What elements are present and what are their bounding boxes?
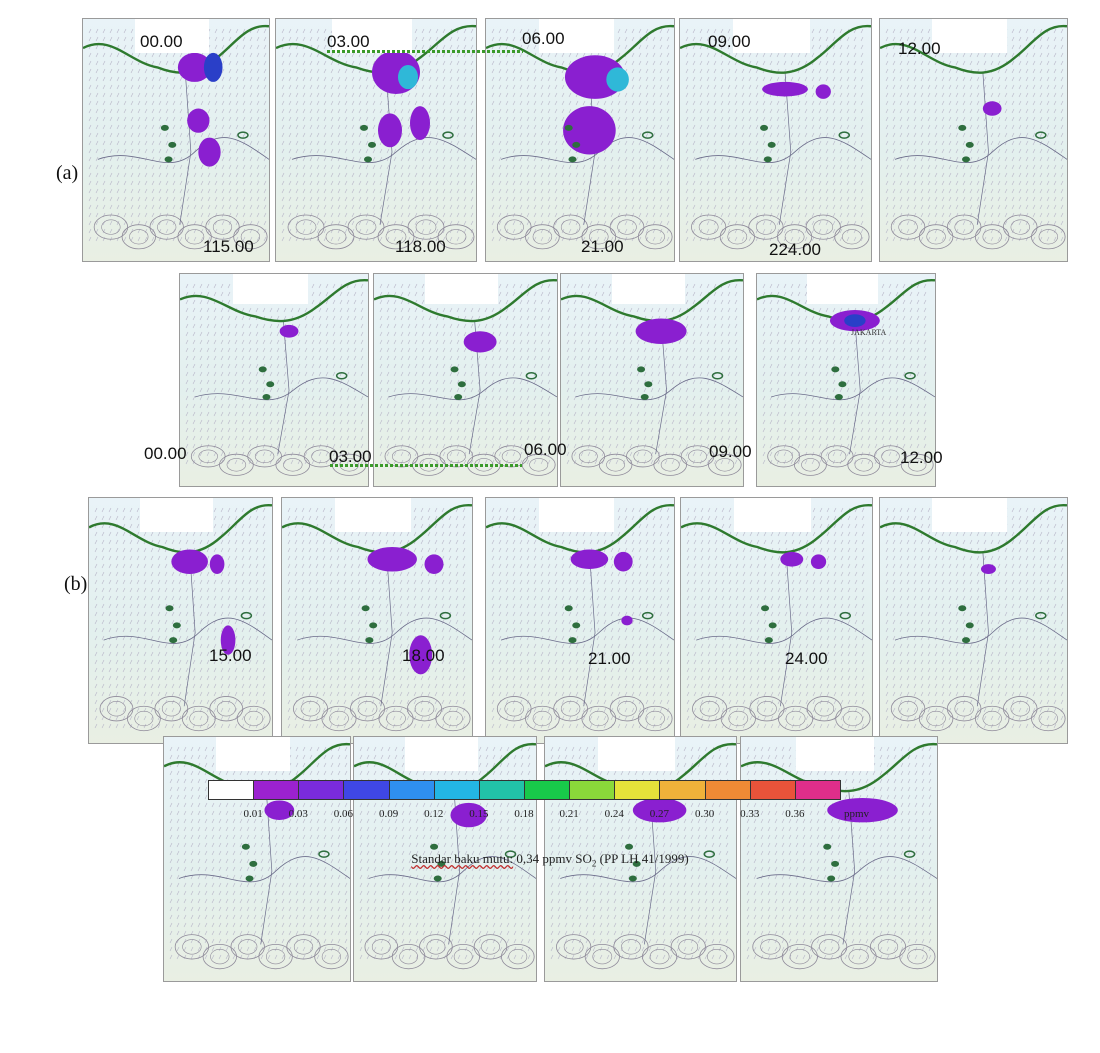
time-label: 24.00 xyxy=(785,649,828,668)
colorbar-swatch xyxy=(253,780,300,800)
map-panel xyxy=(879,18,1068,262)
time-label: 118.00 xyxy=(395,237,446,256)
colorbar-swatch xyxy=(433,780,480,800)
colorbar-unit: ppmv xyxy=(844,808,870,820)
panel-label-cover xyxy=(232,274,308,304)
map-panel xyxy=(373,273,558,487)
time-label: 18.00 xyxy=(402,646,445,665)
map-panel xyxy=(485,18,675,262)
colorbar-swatch xyxy=(478,780,525,800)
map-panel xyxy=(82,18,270,262)
colorbar-swatch xyxy=(388,780,435,800)
map-panel xyxy=(544,736,737,982)
time-label: 06.00 xyxy=(524,440,567,459)
panel-label-cover xyxy=(425,274,499,304)
colorbar-tick-label: 0.30 xyxy=(694,808,715,820)
panel-label-cover xyxy=(806,274,879,304)
map-panel xyxy=(740,736,938,982)
caption-subscript: 2 xyxy=(591,858,597,869)
map-panel: JAKARTA xyxy=(756,273,936,487)
map-panel xyxy=(485,497,675,744)
map-panel xyxy=(163,736,351,982)
colorbar-tick-label: 0.27 xyxy=(649,808,670,820)
colorbar-swatch xyxy=(749,780,796,800)
panel-label-cover xyxy=(733,19,810,53)
colorbar-swatch xyxy=(614,780,661,800)
map-panel xyxy=(88,497,273,744)
time-label: 00.00 xyxy=(144,444,187,463)
colorbar-swatch xyxy=(569,780,616,800)
panel-label-cover xyxy=(140,498,214,533)
panel-label-cover xyxy=(216,737,291,772)
map-panel xyxy=(353,736,537,982)
time-label: 03.00 xyxy=(327,32,370,51)
colorbar-swatch xyxy=(794,780,841,800)
colorbar-swatch xyxy=(208,780,255,800)
colorbar-swatch xyxy=(343,780,390,800)
colorbar-swatch xyxy=(524,780,571,800)
colorbar-tick-label: 0.09 xyxy=(378,808,399,820)
colorbar-tick-label: 0.06 xyxy=(333,808,354,820)
row-label-b: (b) xyxy=(64,573,88,595)
time-label: 00.00 xyxy=(140,32,183,51)
caption: Standar baku mutu: 0,34 ppmv SO2 (PP LH … xyxy=(0,851,1100,869)
panel-label-cover xyxy=(611,274,685,304)
colorbar-tick-label: 0.36 xyxy=(785,808,805,820)
time-label: 12.00 xyxy=(900,448,943,467)
colorbar-tick-label: 0.21 xyxy=(559,808,579,820)
time-label: 21.00 xyxy=(588,649,631,668)
panel-label-cover xyxy=(538,19,614,53)
colorbar-swatch xyxy=(704,780,751,800)
map-panel xyxy=(275,18,477,262)
colorbar-tick-label: 0.15 xyxy=(469,808,489,820)
time-label: 15.00 xyxy=(209,646,252,665)
underline-decoration xyxy=(327,50,523,53)
colorbar-swatch xyxy=(298,780,345,800)
map-panel xyxy=(560,273,744,487)
panel-label-cover xyxy=(332,19,412,53)
colorbar-tick-label: 0.12 xyxy=(424,808,444,820)
panel-label-cover xyxy=(795,737,875,772)
time-label: 224.00 xyxy=(769,240,821,259)
panel-label-cover xyxy=(404,737,478,772)
caption-value: 0,34 ppmv SO xyxy=(513,851,592,866)
colorbar-tick-label: 0.33 xyxy=(740,808,760,820)
panel-label-cover xyxy=(734,498,811,533)
time-label: 09.00 xyxy=(709,442,752,461)
jakarta-label: JAKARTA xyxy=(851,328,887,337)
time-label: 09.00 xyxy=(708,32,751,51)
colorbar-tick-label: 0.24 xyxy=(604,808,624,820)
panel-label-cover xyxy=(335,498,412,533)
caption-suffix: (PP LH 41/1999) xyxy=(596,851,689,866)
panel-label-cover xyxy=(538,498,614,533)
time-label: 21.00 xyxy=(581,237,624,256)
panel-label-cover xyxy=(135,19,210,53)
time-label: 115.00 xyxy=(203,237,254,256)
map-panel xyxy=(879,497,1068,744)
map-panel xyxy=(179,273,369,487)
underline-decoration xyxy=(330,464,522,467)
time-label: 06.00 xyxy=(522,29,565,48)
time-label: 03.00 xyxy=(329,447,372,466)
map-panel xyxy=(680,497,873,744)
time-label: 12.00 xyxy=(898,39,941,58)
panel-label-cover xyxy=(932,498,1008,533)
caption-prefix: Standar baku mutu: xyxy=(411,851,514,866)
panel-label-cover xyxy=(932,19,1008,53)
colorbar-tick-label: 0.03 xyxy=(288,808,308,820)
panel-label-cover xyxy=(598,737,675,772)
map-panel xyxy=(281,497,473,744)
map-panel xyxy=(679,18,872,262)
row-label-a: (a) xyxy=(56,162,79,184)
colorbar-tick-label: 0.01 xyxy=(243,808,263,820)
colorbar-swatch xyxy=(659,780,706,800)
colorbar-tick-label: 0.18 xyxy=(514,808,534,820)
